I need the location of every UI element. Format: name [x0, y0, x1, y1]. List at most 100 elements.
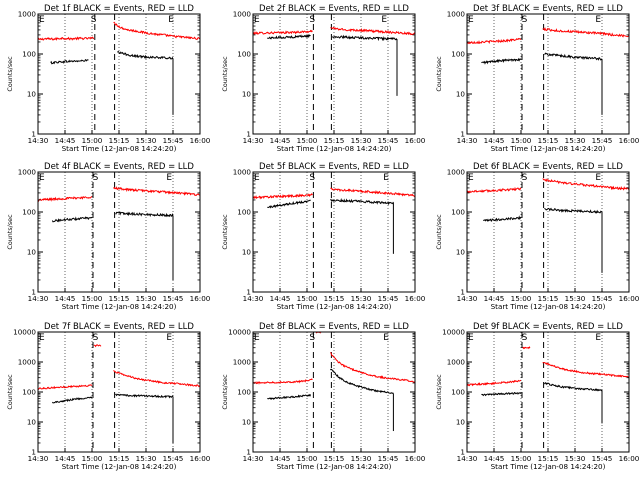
series-red-trace — [252, 29, 313, 36]
y-axis-label: Counts/sec — [435, 214, 443, 250]
x-tick-label: 16:00 — [619, 136, 640, 145]
event-marker-label: E — [39, 15, 45, 25]
x-tick-label: 15:45 — [378, 454, 399, 463]
x-tick-label: 15:15 — [324, 454, 345, 463]
panel-title: Det 9f BLACK = Events, RED = LLD — [473, 322, 623, 332]
series-red-trace — [113, 369, 201, 388]
x-tick-label: 14:30 — [28, 136, 49, 145]
x-tick-label: 14:45 — [270, 136, 291, 145]
y-tick-label: 1 — [460, 130, 465, 139]
event-marker-label: S — [309, 333, 315, 343]
series-black-trace — [544, 52, 603, 61]
x-tick-label: 15:15 — [324, 294, 345, 303]
x-tick-label: 15:15 — [538, 454, 559, 463]
x-tick-label: 16:00 — [619, 294, 640, 303]
y-tick-label: 1 — [31, 448, 36, 457]
x-tick-label: 15:15 — [538, 136, 559, 145]
event-marker-label: E — [166, 333, 172, 343]
y-tick-label: 100 — [237, 208, 251, 217]
event-marker-label: E — [381, 15, 387, 25]
event-marker-label: E — [254, 333, 260, 343]
x-tick-label: 14:30 — [243, 454, 264, 463]
y-axis-label: Counts/sec — [221, 374, 229, 410]
x-tick-label: 15:30 — [136, 136, 157, 145]
y-axis-label: Counts/sec — [6, 374, 14, 410]
x-tick-label: 15:00 — [511, 136, 532, 145]
x-tick-label: 14:45 — [55, 294, 76, 303]
series-red-trace — [330, 26, 416, 36]
y-tick-label: 10 — [27, 418, 37, 427]
y-tick-label: 1000 — [18, 358, 37, 367]
x-tick-label: 14:45 — [55, 454, 76, 463]
x-tick-label: 15:30 — [136, 294, 157, 303]
series-black-trace — [115, 211, 174, 218]
y-tick-label: 10 — [456, 90, 466, 99]
x-tick-label: 15:30 — [565, 454, 586, 463]
y-tick-label: 1 — [246, 448, 251, 457]
event-marker-label: E — [39, 333, 45, 343]
series-black-trace — [330, 198, 394, 206]
x-tick-label: 16:00 — [190, 454, 211, 463]
x-tick-label: 15:45 — [592, 294, 613, 303]
series-red-trace — [93, 344, 102, 348]
y-tick-label: 10000 — [13, 328, 36, 337]
x-tick-label: 15:15 — [324, 136, 345, 145]
y-tick-label: 10 — [242, 418, 252, 427]
x-axis-label: Start Time (12-Jan-08 14:24:20) — [277, 462, 392, 471]
x-tick-label: 16:00 — [405, 454, 426, 463]
x-axis-label: Start Time (12-Jan-08 14:24:20) — [62, 302, 177, 311]
y-axis-label: Counts/sec — [221, 56, 229, 92]
x-tick-label: 15:00 — [82, 294, 103, 303]
event-marker-label: E — [468, 173, 474, 183]
y-tick-label: 10000 — [442, 328, 465, 337]
y-tick-label: 1000 — [447, 168, 466, 177]
event-marker-label: E — [383, 173, 389, 183]
y-axis-label: Counts/sec — [6, 214, 14, 250]
y-tick-label: 100 — [237, 50, 251, 59]
event-marker-label: S — [93, 333, 99, 343]
x-axis-label: Start Time (12-Jan-08 14:24:20) — [491, 144, 606, 153]
y-tick-label: 100 — [22, 50, 36, 59]
series-black-trace — [331, 34, 398, 42]
series-black-trace — [544, 381, 603, 392]
series-black-trace — [483, 215, 522, 222]
y-tick-label: 10 — [27, 248, 37, 257]
y-tick-label: 1 — [246, 288, 251, 297]
series-red-trace — [542, 178, 630, 191]
y-tick-label: 1 — [31, 288, 36, 297]
y-tick-label: 100 — [451, 50, 465, 59]
panel-title: Det 4f BLACK = Events, RED = LLD — [44, 162, 194, 172]
x-tick-label: 14:30 — [457, 454, 478, 463]
y-tick-label: 10000 — [228, 328, 251, 337]
event-marker-label: E — [168, 15, 174, 25]
x-tick-label: 14:30 — [28, 454, 49, 463]
y-tick-label: 10 — [242, 248, 252, 257]
y-tick-label: 1000 — [233, 358, 252, 367]
series-red-trace — [466, 37, 522, 45]
y-tick-label: 100 — [451, 388, 465, 397]
x-tick-label: 14:30 — [457, 294, 478, 303]
series-black-trace — [544, 207, 603, 214]
x-tick-label: 15:30 — [351, 294, 372, 303]
series-black-trace — [51, 216, 93, 223]
event-marker-label: E — [383, 333, 389, 343]
x-tick-label: 16:00 — [190, 136, 211, 145]
event-marker-label: E — [39, 173, 45, 183]
event-marker-label: S — [309, 15, 315, 25]
y-axis-label: Counts/sec — [6, 56, 14, 92]
panel-title: Det 8f BLACK = Events, RED = LLD — [259, 322, 409, 332]
event-marker-label: S — [91, 15, 97, 25]
event-marker-label: E — [468, 333, 474, 343]
series-red-trace — [466, 186, 522, 194]
series-black-trace — [267, 199, 311, 209]
x-axis-label: Start Time (12-Jan-08 14:24:20) — [491, 302, 606, 311]
x-tick-label: 15:00 — [297, 454, 318, 463]
series-black-trace — [52, 396, 93, 404]
